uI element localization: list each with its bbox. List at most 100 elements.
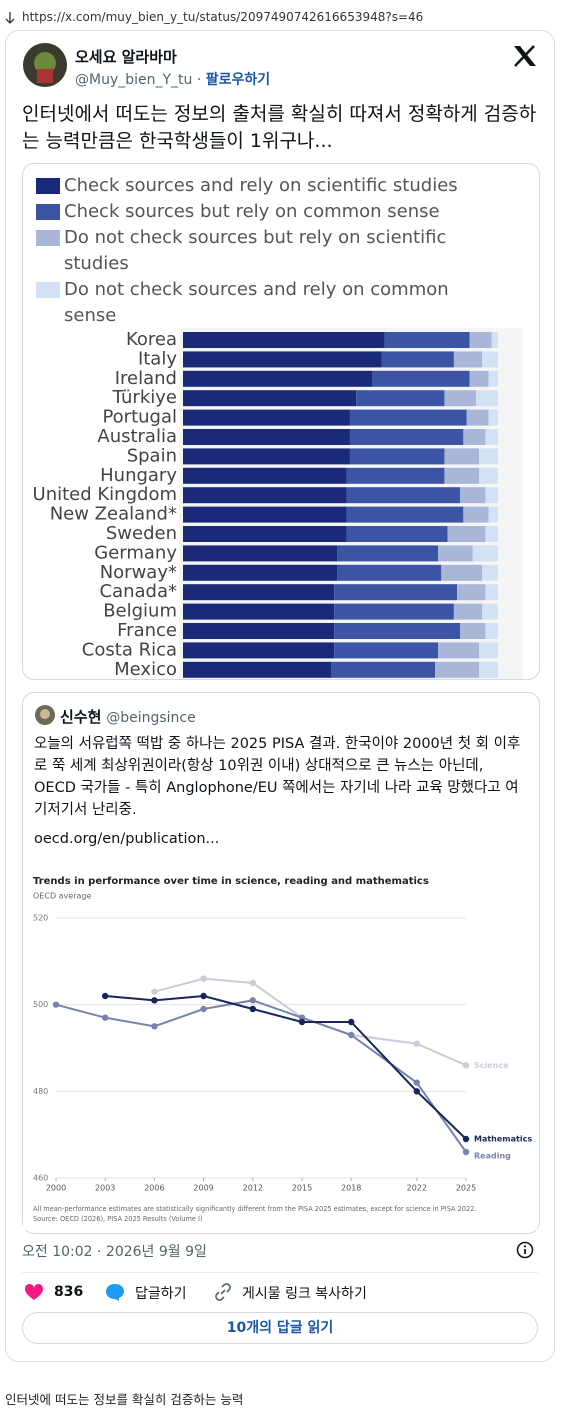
bar-segment — [488, 506, 498, 523]
series-point — [200, 1005, 207, 1013]
legend-swatch — [36, 282, 60, 298]
series-label: Mathematics — [474, 1135, 532, 1144]
chart-title: Trends in performance over time in scien… — [33, 876, 429, 887]
bar-segment — [479, 467, 498, 484]
series-point — [200, 975, 207, 982]
bar-segment — [482, 564, 498, 581]
download-icon — [5, 12, 15, 24]
bar-segment — [463, 429, 486, 445]
series-point — [413, 1079, 420, 1086]
reply-icon[interactable] — [105, 1283, 125, 1301]
bar-segment — [479, 448, 498, 465]
heart-icon[interactable] — [24, 1283, 44, 1301]
bar-segment — [444, 467, 480, 484]
quote-header: 신수현 @beingsince — [60, 706, 196, 727]
legend-swatch — [36, 178, 60, 194]
bar-segment — [346, 467, 445, 484]
y-tick-label: 500 — [33, 1000, 48, 1009]
bar-segment — [346, 487, 461, 504]
line-chart: Trends in performance over time in scien… — [23, 862, 537, 1230]
series-point — [151, 1023, 158, 1030]
bar-segment — [183, 429, 350, 445]
bar-segment — [482, 351, 498, 368]
category-label: Belgium — [103, 601, 177, 622]
series-point — [348, 1031, 355, 1039]
bar-segment — [466, 409, 489, 426]
quote-card[interactable] — [22, 692, 540, 1234]
copy-link-button[interactable]: 게시물 링크 복사하기 — [242, 1286, 367, 1302]
bar-segment — [441, 564, 483, 581]
bar-segment — [491, 332, 498, 348]
bar-segment — [349, 429, 464, 445]
bar-segment — [183, 506, 347, 523]
x-tick-label: 2006 — [144, 1184, 164, 1193]
legend-label: Check sources but rely on common sense — [64, 201, 440, 222]
bar-segment — [479, 661, 498, 678]
category-label: Canada* — [100, 581, 178, 602]
bar-segment — [485, 526, 498, 542]
author-name[interactable]: 오세요 알라바마 — [75, 48, 177, 66]
series-point — [413, 1040, 420, 1047]
chart-subtitle: OECD average — [33, 892, 91, 901]
bar-segment — [485, 584, 498, 601]
bar-segment — [183, 661, 332, 678]
bar-segment — [384, 332, 470, 348]
legend-label: Do not check sources and rely on common … — [64, 279, 449, 326]
link-icon[interactable] — [214, 1283, 232, 1301]
quote-link[interactable]: oecd.org/en/publication... — [34, 831, 220, 847]
bar-segment — [444, 448, 480, 465]
bar-segment — [183, 642, 335, 659]
category-label: Mexico — [114, 659, 177, 679]
bar-segment — [453, 351, 483, 368]
x-tick-label: 2000 — [46, 1184, 66, 1193]
x-tick-label: 2009 — [193, 1184, 213, 1193]
y-tick-label: 460 — [33, 1174, 48, 1183]
x-tick-label: 2012 — [243, 1184, 263, 1193]
follow-button[interactable]: 팔로우하기 — [205, 72, 271, 88]
bar-segment — [482, 603, 498, 620]
handle[interactable]: @Muy_bien_Y_tu — [75, 72, 193, 88]
series-point — [249, 1005, 256, 1013]
category-label: Spain — [127, 445, 177, 466]
series-point — [249, 997, 256, 1004]
series-point — [249, 979, 256, 987]
legend-swatch — [36, 204, 60, 220]
bar-segment — [337, 545, 439, 562]
series-point — [413, 1088, 420, 1095]
caption: 인터넷에 떠도는 정보를 확실히 검증하는 능력 — [5, 1392, 244, 1407]
category-label: Hungary — [100, 465, 177, 486]
bar-segment — [485, 429, 498, 445]
read-replies-button[interactable]: 10개의 답글 읽기 — [22, 1312, 538, 1344]
bar-segment — [183, 370, 372, 387]
divider — [22, 1272, 538, 1273]
legend-item: Check sources and rely on scientific stu… — [36, 173, 506, 199]
bar-chart-image[interactable]: Check sources and rely on scientific stu… — [22, 163, 540, 680]
bar-segment — [475, 390, 498, 407]
bar-segment — [435, 661, 480, 678]
quote-avatar — [35, 705, 55, 725]
avatar[interactable] — [23, 43, 67, 87]
reply-button[interactable]: 답글하기 — [135, 1286, 187, 1302]
category-label: Italy — [138, 348, 177, 369]
quote-text: 오늘의 서유럽쪽 떡밥 중 하나는 2025 PISA 결과. 한국이야 200… — [34, 736, 521, 818]
bar-segment — [472, 545, 498, 562]
category-label: Portugal — [102, 407, 177, 428]
bar-segment — [183, 623, 335, 639]
x-tick-label: 2015 — [292, 1184, 312, 1193]
bar-segment — [334, 623, 461, 639]
legend-swatch — [36, 230, 60, 246]
series-line — [105, 994, 467, 1140]
timestamp[interactable]: 오전 10:02 · 2026년 9월 9일 — [22, 1244, 207, 1260]
category-label: Ireland — [115, 368, 177, 389]
bar-segment — [183, 526, 347, 542]
bar-segment — [334, 603, 454, 620]
info-icon[interactable] — [516, 1241, 534, 1259]
category-label: United Kingdom — [33, 484, 177, 505]
bar-segment — [183, 390, 357, 407]
x-logo[interactable] — [513, 45, 537, 67]
bar-segment — [349, 409, 467, 426]
bar-segment — [337, 564, 442, 581]
bar-segment — [463, 506, 489, 523]
bar-segment — [381, 351, 454, 368]
quote-author: 신수현 — [60, 708, 102, 726]
